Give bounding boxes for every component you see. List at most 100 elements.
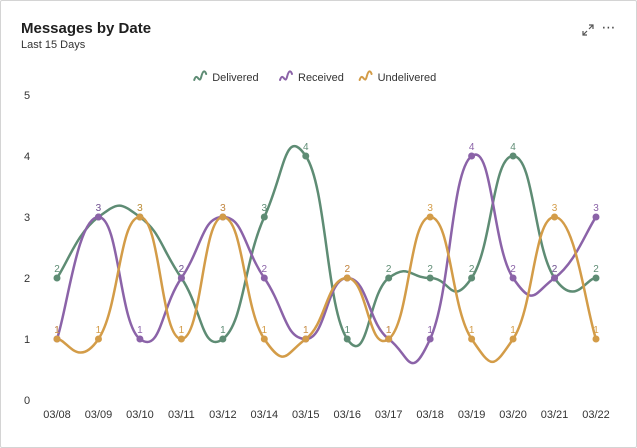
data-label-delivered: 2 <box>593 264 599 275</box>
data-label-undelivered: 1 <box>303 325 309 336</box>
data-label-received: 3 <box>96 203 102 214</box>
data-label-undelivered: 1 <box>593 325 599 336</box>
legend-icon-2[interactable] <box>358 70 373 81</box>
data-label-received: 2 <box>510 264 516 275</box>
data-label-undelivered: 2 <box>344 264 350 275</box>
data-point-received[interactable] <box>136 335 144 343</box>
data-label-undelivered: 1 <box>54 325 60 336</box>
data-label-delivered: 2 <box>54 264 60 275</box>
data-label-received: 3 <box>220 203 226 214</box>
data-point-undelivered[interactable] <box>426 213 434 221</box>
data-point-undelivered[interactable] <box>509 335 517 343</box>
x-tick-label: 03/10 <box>126 409 154 421</box>
data-point-received[interactable] <box>551 274 559 282</box>
x-tick-label: 03/17 <box>375 409 403 421</box>
data-point-received[interactable] <box>177 274 185 282</box>
data-point-delivered[interactable] <box>468 274 476 282</box>
data-label-delivered: 2 <box>179 264 185 275</box>
data-label-undelivered: 1 <box>469 325 475 336</box>
data-point-undelivered[interactable] <box>94 335 102 343</box>
data-point-received[interactable] <box>260 274 268 282</box>
x-tick-label: 03/08 <box>43 409 71 421</box>
data-point-undelivered[interactable] <box>219 213 227 221</box>
data-label-received: 2 <box>262 264 268 275</box>
data-label-delivered: 4 <box>510 142 516 153</box>
data-label-received: 2 <box>552 264 558 275</box>
data-label-undelivered: 1 <box>510 325 516 336</box>
data-label-delivered: 1 <box>220 325 226 336</box>
data-label-undelivered: 1 <box>262 325 268 336</box>
data-point-delivered[interactable] <box>385 274 393 282</box>
data-point-delivered[interactable] <box>302 152 310 160</box>
data-label-undelivered: 3 <box>220 203 226 214</box>
data-point-undelivered[interactable] <box>343 274 351 282</box>
data-point-received[interactable] <box>94 213 102 221</box>
y-tick-label: 4 <box>24 151 30 163</box>
data-point-received[interactable] <box>426 335 434 343</box>
data-label-undelivered: 3 <box>427 203 433 214</box>
data-point-undelivered[interactable] <box>53 335 61 343</box>
legend-label-0[interactable]: Delivered <box>212 72 258 84</box>
legend-label-1[interactable]: Received <box>298 72 344 84</box>
data-label-received: 1 <box>303 325 309 336</box>
data-label-undelivered: 1 <box>96 325 102 336</box>
data-label-received: 2 <box>179 264 185 275</box>
data-point-received[interactable] <box>468 152 476 160</box>
data-point-received[interactable] <box>509 274 517 282</box>
expand-icon[interactable] <box>581 23 595 37</box>
x-tick-label: 03/09 <box>85 409 113 421</box>
y-tick-label: 2 <box>24 273 30 285</box>
x-tick-label: 03/20 <box>499 409 527 421</box>
data-label-undelivered: 1 <box>386 325 392 336</box>
data-label-delivered: 2 <box>552 264 558 275</box>
x-tick-label: 03/11 <box>168 409 195 421</box>
legend-label-2[interactable]: Undelivered <box>378 72 437 84</box>
data-label-delivered: 1 <box>344 325 350 336</box>
data-point-undelivered[interactable] <box>592 335 600 343</box>
data-point-delivered[interactable] <box>592 274 600 282</box>
data-label-undelivered: 3 <box>552 203 558 214</box>
x-tick-label: 03/19 <box>458 409 486 421</box>
x-tick-label: 03/22 <box>582 409 610 421</box>
data-label-received: 1 <box>386 325 392 336</box>
data-label-delivered: 3 <box>137 203 143 214</box>
legend-icon-1[interactable] <box>279 70 293 81</box>
chart-subtitle: Last 15 Days <box>21 39 86 51</box>
data-label-delivered: 2 <box>469 264 475 275</box>
data-point-undelivered[interactable] <box>385 335 393 343</box>
data-point-delivered[interactable] <box>260 213 268 221</box>
y-tick-label: 5 <box>24 90 30 102</box>
more-options-icon[interactable]: ⋯ <box>601 19 616 35</box>
y-tick-label: 3 <box>24 212 30 224</box>
data-point-undelivered[interactable] <box>177 335 185 343</box>
data-point-undelivered[interactable] <box>260 335 268 343</box>
data-point-delivered[interactable] <box>426 274 434 282</box>
x-tick-label: 03/15 <box>292 409 320 421</box>
data-label-received: 1 <box>427 325 433 336</box>
data-point-undelivered[interactable] <box>136 213 144 221</box>
y-tick-label: 1 <box>24 334 30 346</box>
data-label-received: 1 <box>54 325 60 336</box>
data-point-undelivered[interactable] <box>551 213 559 221</box>
data-label-delivered: 3 <box>262 203 268 214</box>
series-line-delivered[interactable] <box>55 144 597 348</box>
data-label-delivered: 3 <box>96 203 102 214</box>
data-label-received: 3 <box>593 203 599 214</box>
data-label-delivered: 2 <box>386 264 392 275</box>
y-tick-label: 0 <box>24 395 30 407</box>
data-point-delivered[interactable] <box>53 274 61 282</box>
x-tick-label: 03/16 <box>333 409 361 421</box>
data-label-received: 1 <box>137 325 143 336</box>
data-point-undelivered[interactable] <box>302 335 310 343</box>
data-point-undelivered[interactable] <box>468 335 476 343</box>
data-point-received[interactable] <box>592 213 600 221</box>
x-tick-label: 03/18 <box>416 409 444 421</box>
data-point-delivered[interactable] <box>509 152 517 160</box>
data-point-delivered[interactable] <box>219 335 227 343</box>
data-label-delivered: 2 <box>427 264 433 275</box>
legend-icon-0[interactable] <box>193 70 208 81</box>
data-label-received: 4 <box>469 142 475 153</box>
chart-title: Messages by Date <box>21 20 152 37</box>
data-point-delivered[interactable] <box>343 335 351 343</box>
